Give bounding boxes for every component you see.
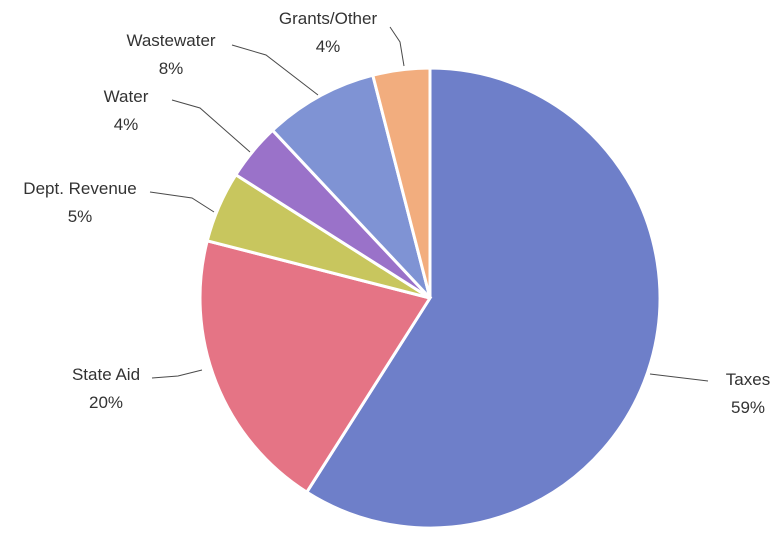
data-label: Water 4%: [104, 87, 149, 134]
data-label: Taxes 59%: [726, 370, 770, 417]
slice-label: Grants/Other: [279, 9, 378, 28]
slice-label: Wastewater: [126, 31, 215, 50]
leader-line: [231, 44, 319, 96]
pie-slice-wastewater: [270, 73, 432, 300]
slice-label: Dept. Revenue: [23, 179, 136, 198]
pie-slice-grants-other: [370, 66, 432, 299]
slice-label: Water: [104, 87, 149, 106]
pie-slices: [198, 66, 662, 530]
leader-line: [171, 99, 251, 153]
leader-line: [149, 191, 215, 213]
slice-percent: 4%: [114, 115, 139, 134]
data-label: Grants/Other 4%: [279, 9, 378, 56]
data-labels: Taxes 59% State Aid 20% Dept. Revenue 5% Water…: [23, 9, 770, 417]
leader-line: [151, 369, 203, 379]
slice-percent: 8%: [159, 59, 184, 78]
data-label: State Aid 20%: [72, 365, 140, 412]
slice-percent: 4%: [316, 37, 341, 56]
slice-percent: 59%: [731, 398, 765, 417]
leader-lines: [149, 26, 709, 382]
data-label: Dept. Revenue 5%: [23, 179, 136, 226]
slice-percent: 20%: [89, 393, 123, 412]
slice-label: Taxes: [726, 370, 770, 389]
pie-slice-taxes: [304, 66, 662, 530]
leader-line: [649, 373, 709, 382]
slice-label: State Aid: [72, 365, 140, 384]
data-label: Wastewater 8%: [126, 31, 215, 78]
slice-percent: 5%: [68, 207, 93, 226]
leader-line: [389, 26, 405, 67]
pie-slice-state-aid: [198, 238, 433, 495]
